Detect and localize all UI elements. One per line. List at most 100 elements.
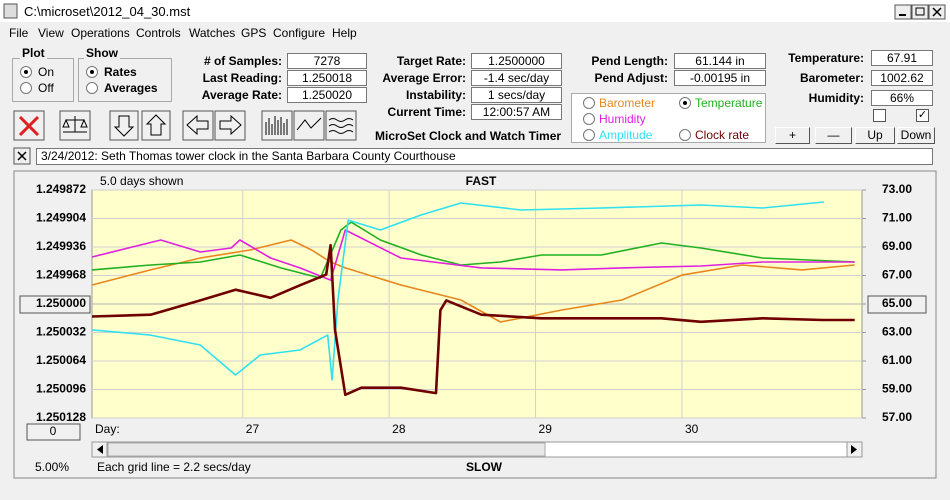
field-label: Pend Length:: [591, 54, 668, 68]
center-button[interactable]: [19, 295, 91, 314]
legend-label: Temperature: [695, 96, 763, 110]
x-tick-label: 30: [685, 422, 699, 436]
y2-tick-label: 57.00: [882, 410, 912, 424]
offset-label: 0: [50, 424, 57, 438]
menu-item[interactable]: Help: [332, 26, 357, 40]
x-tick-label: 28: [392, 422, 406, 436]
field-value: 7278: [287, 53, 367, 69]
y2-tick-label: 59.00: [882, 382, 912, 396]
field-label: Average Error:: [382, 71, 466, 85]
y-tick-label: 1.250032: [36, 325, 86, 339]
legend-radio[interactable]: [679, 97, 691, 109]
field-value: 1.2500000: [471, 53, 562, 69]
legend-label: Clock rate: [695, 128, 750, 142]
y-tick-label: 1.249904: [36, 211, 86, 225]
radio-label: Averages: [104, 81, 158, 95]
window-buttons[interactable]: [894, 4, 946, 20]
field-label: Barometer:: [799, 71, 864, 85]
y2-tick-label: 63.00: [882, 325, 912, 339]
y2-tick-label: 71.00: [882, 211, 912, 225]
legend-radio[interactable]: [679, 129, 691, 141]
field-value: -1.4 sec/day: [471, 70, 562, 86]
radio-label: Rates: [104, 65, 137, 79]
menu-bar: File View Operations Controls Watches GPS Conf…: [0, 24, 950, 41]
button[interactable]: —: [815, 127, 852, 144]
title-bar: [0, 0, 950, 22]
menu-item[interactable]: Controls: [136, 26, 181, 40]
show-label: Show: [84, 46, 120, 60]
y-tick-label: 1.249872: [36, 182, 86, 196]
radio-label: Off: [38, 81, 54, 95]
field-value: -0.00195 in: [674, 70, 766, 86]
note-field[interactable]: 3/24/2012: Seth Thomas tower clock in th…: [36, 148, 933, 165]
menu-item[interactable]: View: [38, 26, 64, 40]
menu-item[interactable]: File: [9, 26, 29, 40]
field-label: Pend Adjust:: [594, 71, 668, 85]
app-title: MicroSet Clock and Watch Timer: [375, 129, 562, 143]
checkbox[interactable]: [873, 109, 886, 122]
y-tick-label: 1.249968: [36, 268, 86, 282]
x-tick-label: 27: [246, 422, 260, 436]
field-value: 67.91: [871, 50, 933, 66]
field-label: Temperature:: [788, 51, 864, 65]
y2-tick-label: 69.00: [882, 239, 912, 253]
series-line: [91, 229, 855, 281]
window-title: C:\microset\2012_04_30.mst: [24, 4, 191, 19]
radio[interactable]: [20, 66, 32, 78]
y-tick-label: 1.250096: [36, 382, 86, 396]
field-label: Humidity:: [808, 91, 864, 105]
x-tick-label: 29: [539, 422, 553, 436]
scrollbar[interactable]: [91, 441, 863, 458]
checkbox[interactable]: ✓: [916, 109, 929, 122]
app-icon: [3, 3, 18, 19]
legend-label: Amplitude: [599, 128, 653, 142]
radio-label: On: [38, 65, 55, 79]
legend-radio[interactable]: [583, 113, 595, 125]
y-tick-label: 1.249936: [36, 239, 86, 253]
field-label: # of Samples:: [203, 54, 282, 68]
field-value: 1002.62: [871, 70, 933, 86]
field-value: 61.144 in: [674, 53, 766, 69]
series-line: [91, 243, 855, 397]
y2-tick-label: 61.00: [882, 353, 912, 367]
plot-label: Plot: [20, 46, 47, 60]
y-tick-label: 1.250064: [36, 353, 86, 367]
y-tick-label: 1.250128: [36, 410, 86, 424]
y-tick-label: 1.250000: [36, 296, 86, 310]
menu-item[interactable]: GPS: [241, 26, 267, 40]
legend-radio[interactable]: [583, 97, 595, 109]
y2-tick-label: 67.00: [882, 268, 912, 282]
series-line: [91, 239, 855, 323]
y2-tick-label: 73.00: [882, 182, 912, 196]
button[interactable]: +: [775, 127, 810, 144]
scale-label: 5.00%: [35, 460, 69, 474]
legend: [571, 93, 766, 143]
slow-label: SLOW: [466, 460, 503, 474]
menu-item[interactable]: Watches: [189, 26, 236, 40]
clear-icon: [17, 151, 27, 161]
center-button[interactable]: [867, 295, 927, 314]
grid-note: Each grid line = 2.2 secs/day: [97, 460, 251, 474]
radio[interactable]: [20, 82, 32, 94]
toolbar[interactable]: [13, 110, 357, 141]
field-value: 1.250018: [287, 70, 367, 86]
radio[interactable]: [86, 82, 98, 94]
legend-radio[interactable]: [583, 129, 595, 141]
series-line: [91, 221, 855, 279]
field-label: Last Reading:: [202, 71, 282, 85]
days-shown: 5.0 days shown: [100, 174, 183, 188]
menu-item[interactable]: Configure: [273, 26, 326, 40]
field-value: 66%: [871, 90, 933, 106]
radio[interactable]: [86, 66, 98, 78]
button[interactable]: Down: [897, 127, 935, 144]
menu-item[interactable]: Operations: [71, 26, 130, 40]
field-label: Instability:: [405, 88, 466, 102]
field-value: 1.250020: [287, 87, 367, 103]
offset-button[interactable]: [26, 423, 81, 441]
show-group: [78, 58, 172, 102]
field-label: Average Rate:: [201, 88, 282, 102]
button[interactable]: Up: [855, 127, 895, 144]
x-axis-label: Day:: [95, 422, 120, 436]
